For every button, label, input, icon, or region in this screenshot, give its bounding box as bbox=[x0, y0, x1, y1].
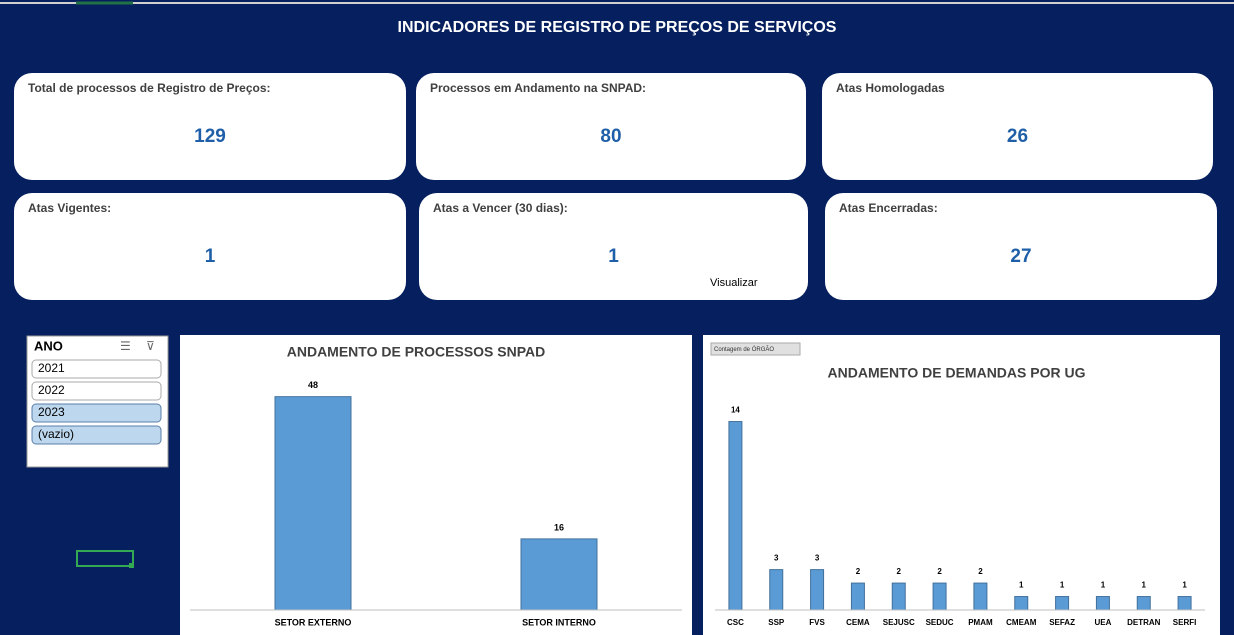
kpi-label: Atas a Vencer (30 dias): bbox=[433, 201, 568, 215]
bar bbox=[1136, 596, 1151, 611]
cell-selection bbox=[76, 550, 134, 567]
x-tick-label: PMAM bbox=[968, 618, 993, 627]
chart-panel bbox=[180, 335, 692, 635]
clear-filter-icon: ⊽ bbox=[146, 339, 155, 353]
kpi-value: 129 bbox=[194, 126, 226, 147]
kpi-value: 26 bbox=[1007, 126, 1028, 147]
kpi-label: Atas Homologadas bbox=[836, 81, 945, 95]
chart-title: ANDAMENTO DE DEMANDAS POR UG bbox=[828, 365, 1086, 381]
data-label: 3 bbox=[815, 554, 820, 563]
x-tick-label: FVS bbox=[809, 618, 825, 627]
bar bbox=[1095, 596, 1110, 611]
data-label: 14 bbox=[731, 406, 740, 415]
field-button-label[interactable]: Contagem de ÓRGÃO bbox=[714, 346, 774, 353]
bar bbox=[850, 582, 865, 611]
data-label: 48 bbox=[308, 380, 318, 390]
data-label: 16 bbox=[554, 522, 564, 532]
kpi-card bbox=[419, 193, 808, 300]
bar bbox=[810, 569, 825, 611]
kpi-card bbox=[14, 193, 406, 300]
bar bbox=[728, 421, 743, 611]
cell-handle bbox=[129, 563, 134, 568]
page-title: INDICADORES DE REGISTRO DE PREÇOS DE SER… bbox=[398, 19, 837, 36]
slicer-title: ANO bbox=[34, 338, 63, 353]
x-tick-label: CEMA bbox=[846, 618, 870, 627]
kpi-label: Processos em Andamento na SNPAD: bbox=[430, 81, 646, 95]
field-button[interactable] bbox=[710, 342, 801, 356]
x-tick-label: SETOR EXTERNO bbox=[275, 617, 352, 627]
bar bbox=[1177, 596, 1192, 611]
x-tick-label: SEDUC bbox=[926, 618, 954, 627]
data-label: 2 bbox=[897, 567, 902, 576]
slicer bbox=[26, 335, 169, 468]
data-label: 3 bbox=[774, 554, 779, 563]
x-tick-label: CMEAM bbox=[1006, 618, 1037, 627]
data-label: 2 bbox=[937, 567, 942, 576]
chart-title: ANDAMENTO DE PROCESSOS SNPAD bbox=[287, 344, 546, 360]
bar bbox=[769, 569, 784, 611]
kpi-card bbox=[825, 193, 1217, 300]
kpi-label: Atas Vigentes: bbox=[28, 201, 111, 215]
x-tick-label: SEFAZ bbox=[1049, 618, 1075, 627]
data-label: 2 bbox=[856, 567, 861, 576]
slicer-item[interactable] bbox=[31, 425, 162, 445]
bar bbox=[1014, 596, 1029, 611]
slicer-item[interactable] bbox=[31, 359, 162, 379]
view-link[interactable]: Visualizar bbox=[710, 277, 758, 289]
bar bbox=[1055, 596, 1070, 611]
x-tick-label: CSC bbox=[727, 618, 744, 627]
kpi-value: 27 bbox=[1010, 246, 1031, 267]
kpi-value: 1 bbox=[205, 246, 216, 267]
data-label: 2 bbox=[978, 567, 983, 576]
kpi-card bbox=[822, 73, 1213, 180]
kpi-card bbox=[416, 73, 806, 180]
bar bbox=[891, 582, 906, 611]
slicer-item-label[interactable]: (vazio) bbox=[38, 427, 74, 441]
chart-panel bbox=[703, 335, 1220, 635]
x-tick-label: SEJUSC bbox=[883, 618, 915, 627]
bar bbox=[973, 582, 988, 611]
slicer-item[interactable] bbox=[31, 403, 162, 423]
slicer-item-label[interactable]: 2022 bbox=[38, 383, 65, 397]
kpi-value: 80 bbox=[600, 126, 621, 147]
slicer-item-label[interactable]: 2023 bbox=[38, 405, 65, 419]
kpi-label: Total de processos de Registro de Preços… bbox=[28, 81, 271, 95]
kpi-value: 1 bbox=[608, 246, 619, 267]
data-label: 1 bbox=[1142, 581, 1147, 590]
slicer-item[interactable] bbox=[31, 381, 162, 401]
x-tick-label: SETOR INTERNO bbox=[522, 617, 596, 627]
bar bbox=[274, 396, 352, 611]
slicer-item-label[interactable]: 2021 bbox=[38, 361, 65, 375]
data-label: 1 bbox=[1019, 581, 1024, 590]
data-label: 1 bbox=[1101, 581, 1106, 590]
multi-select-icon: ☰ bbox=[120, 339, 131, 353]
x-tick-label: UEA bbox=[1094, 618, 1111, 627]
bar bbox=[932, 582, 947, 611]
x-tick-label: SSP bbox=[768, 618, 785, 627]
data-label: 1 bbox=[1060, 581, 1065, 590]
x-tick-label: SERFI bbox=[1173, 618, 1197, 627]
data-label: 1 bbox=[1182, 581, 1187, 590]
x-tick-label: DETRAN bbox=[1127, 618, 1161, 627]
bar bbox=[520, 538, 598, 611]
kpi-label: Atas Encerradas: bbox=[839, 201, 938, 215]
kpi-card bbox=[14, 73, 406, 180]
